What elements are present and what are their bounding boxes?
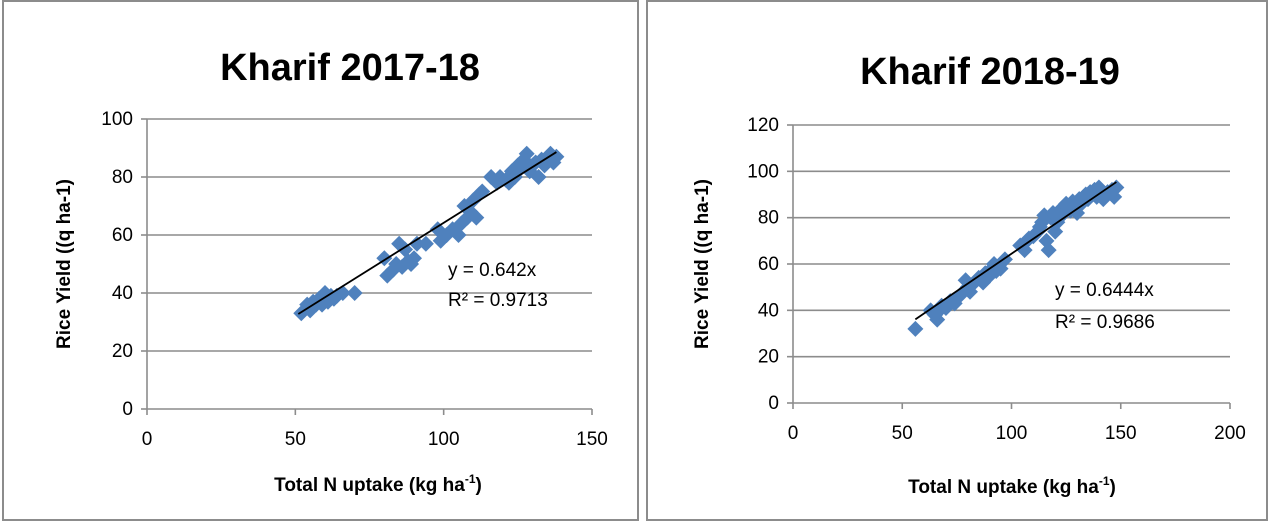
- data-point: [1036, 207, 1053, 224]
- x-axis-label-close: ): [1110, 477, 1116, 498]
- x-axis-label-close: ): [476, 475, 482, 496]
- data-point: [346, 285, 363, 301]
- chart-panel-kharif-2017-18: Kharif 2017-18 0 20 40 60 80 100 0 50 100 150 y = 0…: [2, 0, 639, 521]
- x-tick-label: 200: [1214, 423, 1246, 444]
- data-point: [1040, 242, 1057, 259]
- data-point: [450, 227, 467, 243]
- data-point: [406, 250, 422, 267]
- data-point: [922, 302, 939, 319]
- trendline: [297, 151, 557, 315]
- trendline-equation: y = 0.642x: [448, 260, 537, 281]
- data-point: [1069, 205, 1086, 222]
- x-tick-label: 0: [788, 423, 799, 444]
- y-tick-label: 40: [112, 283, 133, 304]
- data-point: [417, 235, 434, 252]
- y-tick-label: 20: [758, 347, 779, 368]
- x-axis-label-superscript: -1: [465, 472, 476, 486]
- y-axis-label: Rice Yield ((q ha-1): [54, 179, 75, 349]
- data-point: [1108, 179, 1125, 196]
- trendline: [914, 181, 1117, 321]
- y-tick-label: 0: [122, 399, 133, 420]
- chart-panel-kharif-2018-19: Kharif 2018-19 0 20 40 60 80 100 120 0 50 100 150 20…: [646, 0, 1268, 521]
- data-point: [1106, 188, 1123, 205]
- x-axis-label-superscript: -1: [1099, 474, 1110, 488]
- x-axis-label-text: Total N uptake (kg ha: [908, 477, 1099, 498]
- chart-title: Kharif 2017-18: [220, 47, 480, 89]
- y-tick-label: 40: [758, 300, 779, 321]
- data-point: [530, 169, 547, 185]
- y-tick-label: 120: [747, 115, 779, 136]
- data-point: [468, 209, 485, 226]
- y-tick-label: 100: [747, 161, 779, 182]
- x-tick-label: 150: [1105, 423, 1137, 444]
- trendline-equation: y = 0.6444x: [1055, 280, 1154, 301]
- x-axis-label: Total N uptake (kg ha-1): [274, 472, 482, 496]
- chart-title: Kharif 2018-19: [860, 51, 1120, 93]
- data-point: [518, 145, 535, 162]
- x-tick-label: 150: [576, 429, 608, 450]
- data-point: [907, 320, 924, 337]
- x-tick-label: 100: [996, 423, 1028, 444]
- x-tick-label: 0: [142, 429, 153, 450]
- scatter-chart-kharif-2018-19: Kharif 2018-19 0 20 40 60 80 100 120 0 50 100 150 20…: [692, 51, 1246, 498]
- data-point: [503, 163, 520, 180]
- r-squared-label: R² = 0.9713: [448, 290, 548, 311]
- y-tick-label: 60: [112, 225, 133, 246]
- x-tick-label: 50: [892, 423, 913, 444]
- data-point: [408, 235, 425, 252]
- y-tick-label: 20: [112, 341, 133, 362]
- x-axis-label: Total N uptake (kg ha-1): [908, 474, 1116, 498]
- x-tick-label: 50: [285, 429, 306, 450]
- x-tick-label: 100: [428, 429, 460, 450]
- data-point: [1051, 209, 1068, 226]
- y-tick-label: 100: [101, 109, 133, 130]
- y-tick-label: 80: [758, 208, 779, 229]
- r-squared-label: R² = 0.9686: [1055, 312, 1155, 333]
- data-point: [548, 148, 565, 165]
- y-tick-label: 80: [112, 167, 133, 188]
- data-point: [1095, 191, 1112, 208]
- y-axis-label: Rice Yield ((q ha-1): [692, 179, 713, 349]
- y-tick-label: 60: [758, 254, 779, 275]
- scatter-chart-kharif-2017-18: Kharif 2017-18 0 20 40 60 80 100 0 50 100 150 y = 0…: [54, 47, 608, 496]
- data-point: [1090, 179, 1107, 196]
- y-tick-label: 0: [768, 393, 779, 414]
- x-axis-label-text: Total N uptake (kg ha: [274, 475, 465, 496]
